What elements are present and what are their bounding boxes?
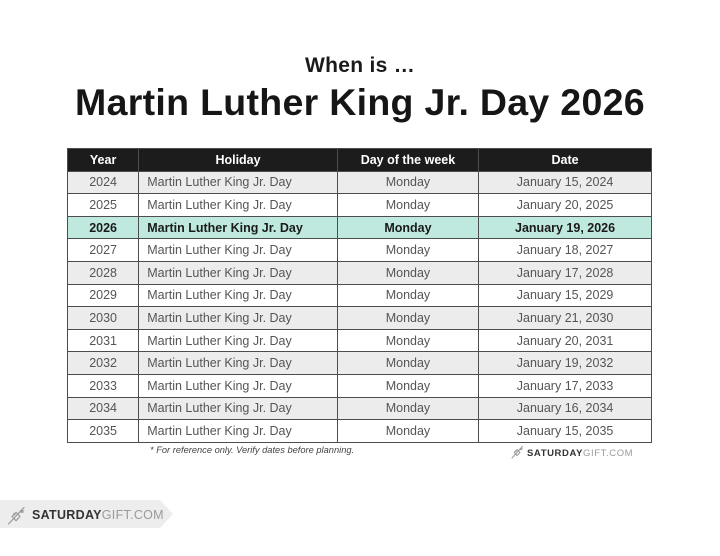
svg-text:SATURDAYGIFT.COM: SATURDAYGIFT.COM (527, 448, 633, 459)
svg-text:SATURDAYGIFT.COM: SATURDAYGIFT.COM (32, 508, 164, 522)
